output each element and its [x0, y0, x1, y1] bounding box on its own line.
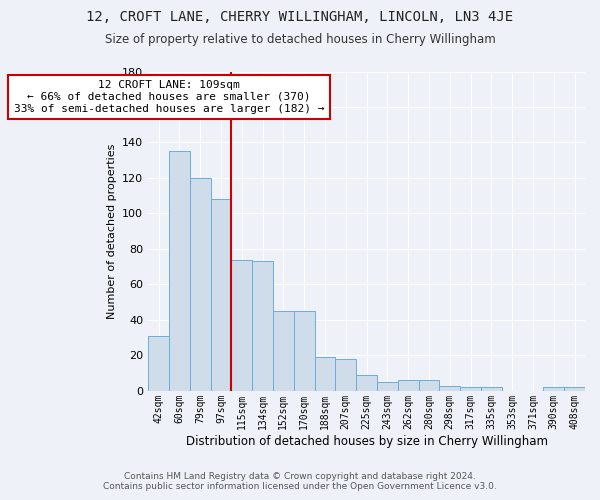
- Bar: [398, 380, 419, 391]
- Bar: [232, 260, 252, 391]
- Bar: [544, 388, 564, 391]
- Bar: [148, 336, 169, 391]
- Bar: [481, 388, 502, 391]
- Text: Contains HM Land Registry data © Crown copyright and database right 2024.
Contai: Contains HM Land Registry data © Crown c…: [103, 472, 497, 491]
- X-axis label: Distribution of detached houses by size in Cherry Willingham: Distribution of detached houses by size …: [185, 434, 548, 448]
- Bar: [314, 357, 335, 391]
- Bar: [169, 152, 190, 391]
- Text: 12, CROFT LANE, CHERRY WILLINGHAM, LINCOLN, LN3 4JE: 12, CROFT LANE, CHERRY WILLINGHAM, LINCO…: [86, 10, 514, 24]
- Bar: [190, 178, 211, 391]
- Text: 12 CROFT LANE: 109sqm
← 66% of detached houses are smaller (370)
33% of semi-det: 12 CROFT LANE: 109sqm ← 66% of detached …: [14, 80, 324, 114]
- Text: Size of property relative to detached houses in Cherry Willingham: Size of property relative to detached ho…: [104, 32, 496, 46]
- Bar: [419, 380, 439, 391]
- Bar: [564, 388, 585, 391]
- Bar: [211, 200, 232, 391]
- Bar: [252, 262, 273, 391]
- Bar: [439, 386, 460, 391]
- Bar: [377, 382, 398, 391]
- Bar: [273, 311, 294, 391]
- Bar: [356, 375, 377, 391]
- Bar: [294, 311, 314, 391]
- Bar: [335, 359, 356, 391]
- Bar: [460, 388, 481, 391]
- Y-axis label: Number of detached properties: Number of detached properties: [107, 144, 116, 319]
